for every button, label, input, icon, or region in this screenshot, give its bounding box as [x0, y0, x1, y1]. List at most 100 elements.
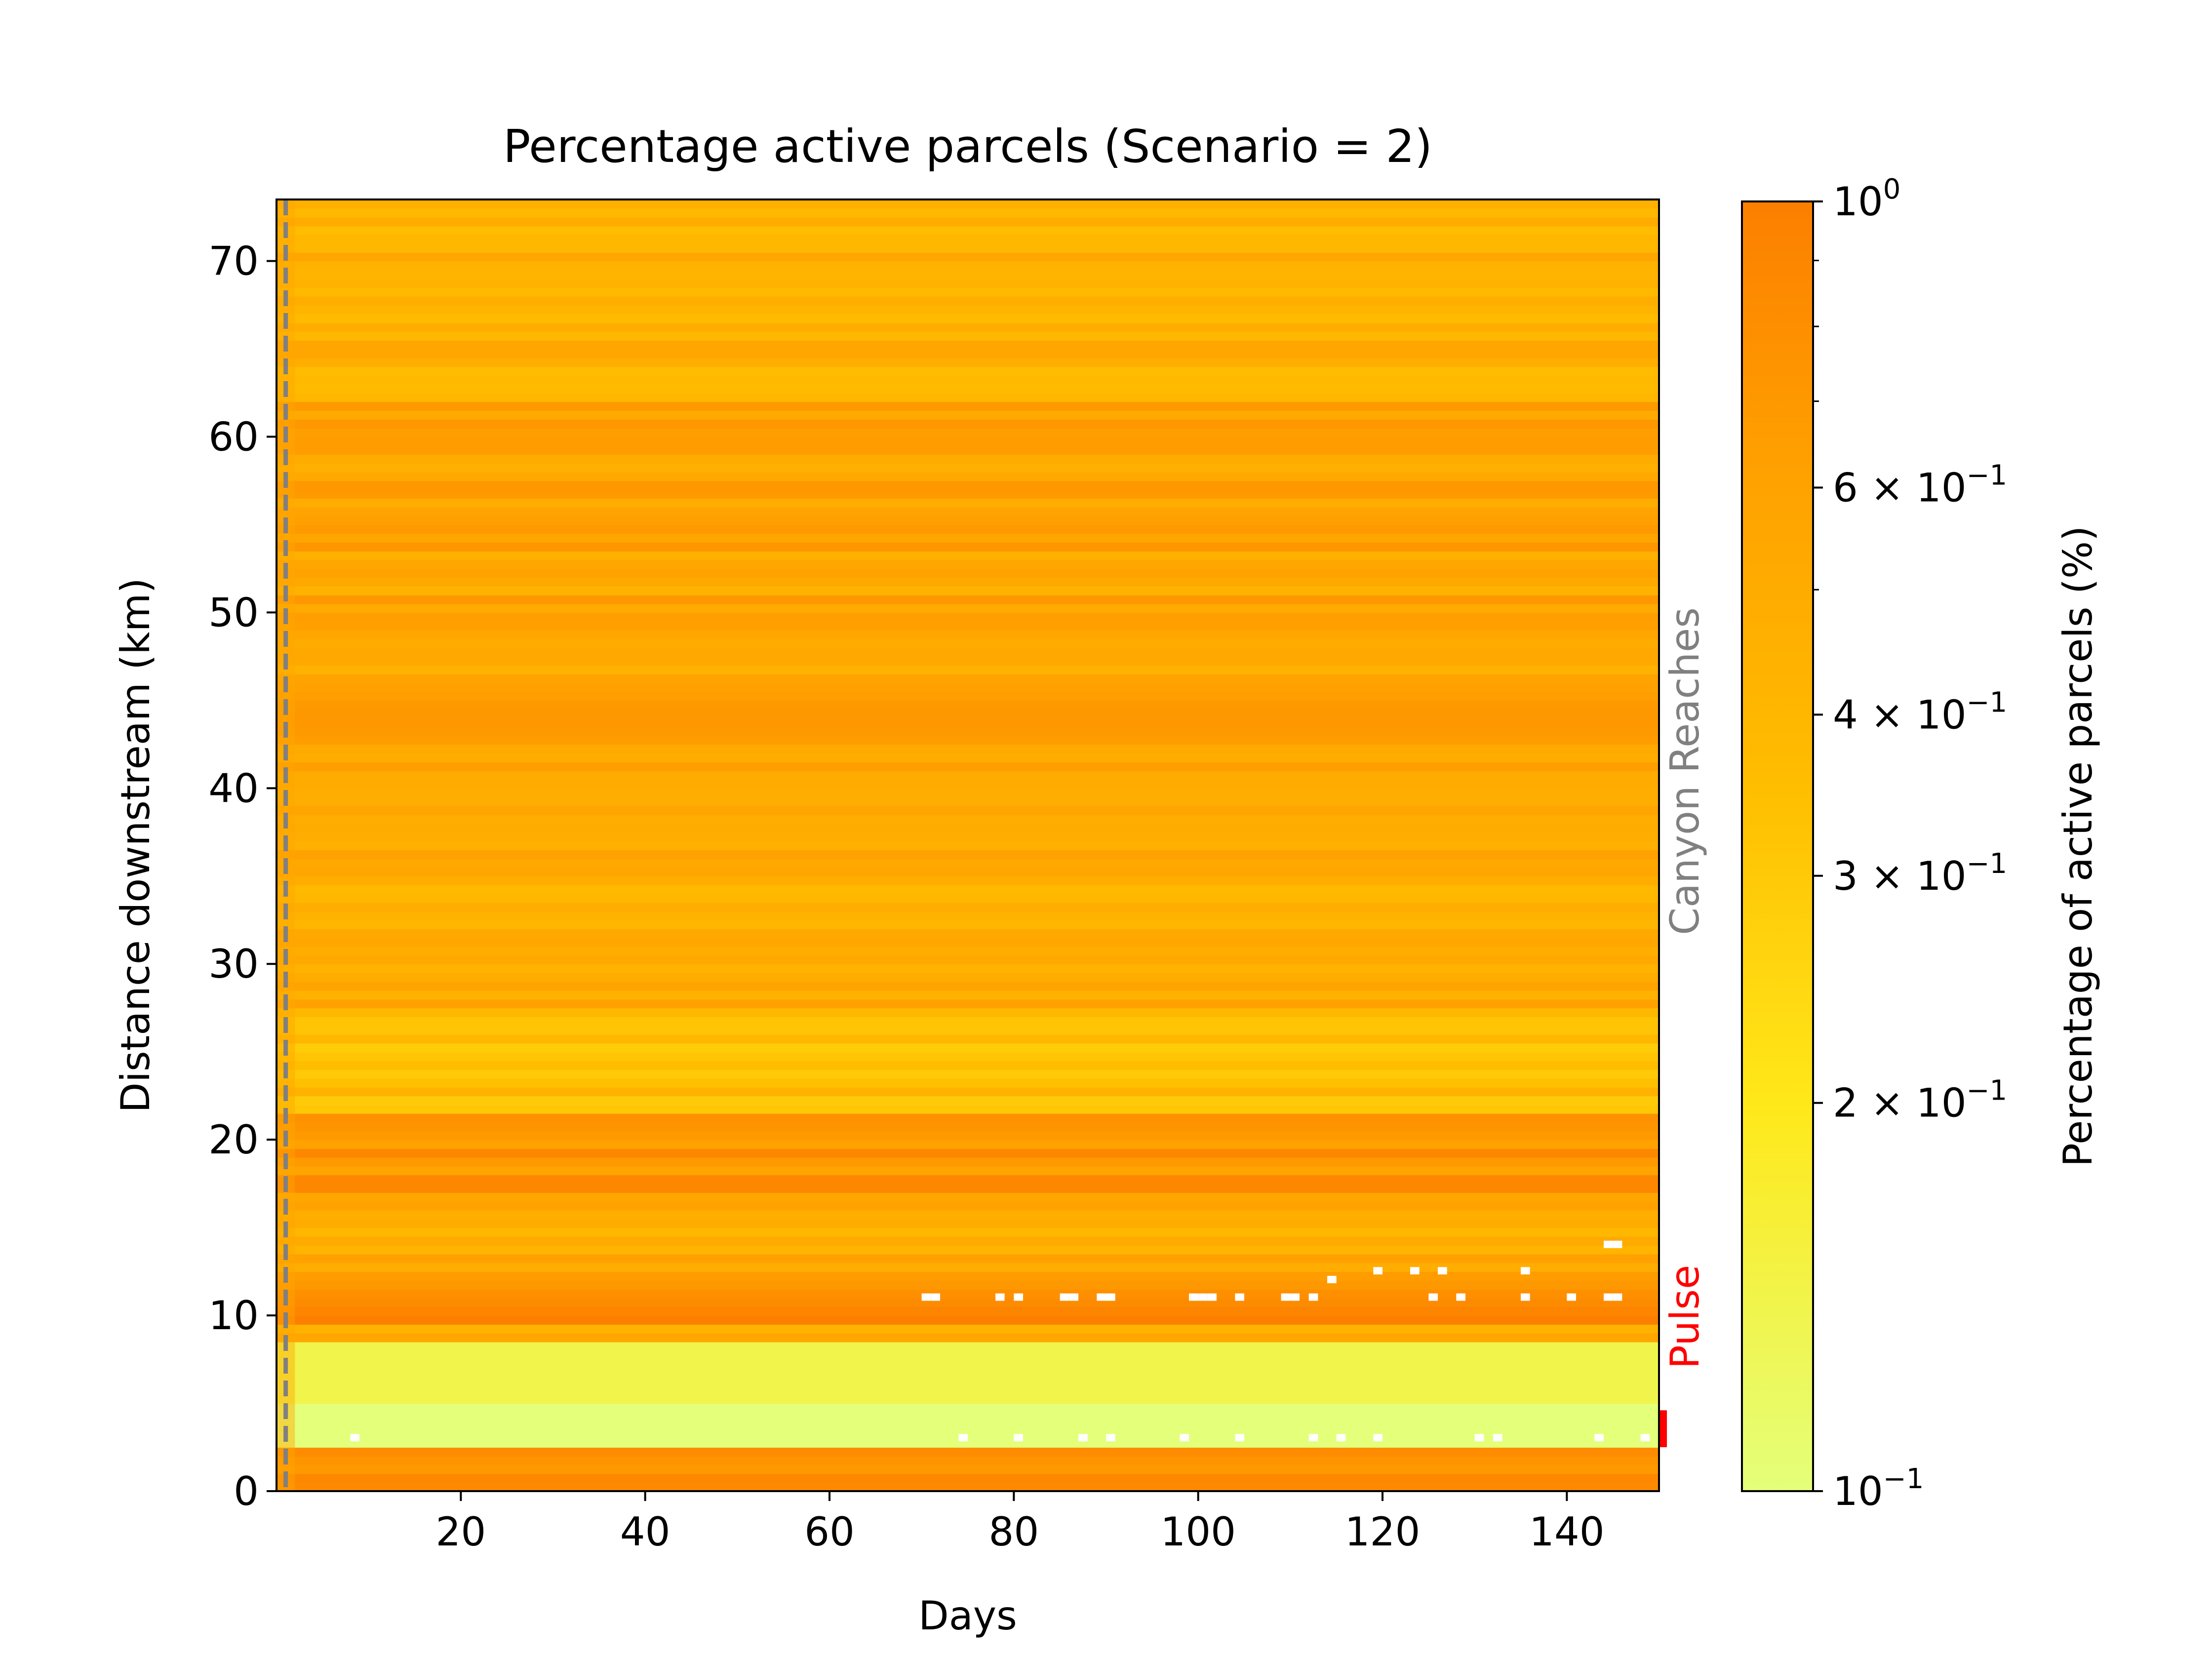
heatmap-row [276, 243, 1659, 253]
heatmap-missing-cell [1567, 1293, 1576, 1301]
annotation-canyon-reaches: Canyon Reaches [1662, 607, 1708, 935]
heatmap-row [276, 1412, 1659, 1422]
x-tick-label: 20 [435, 1509, 486, 1555]
heatmap-row [276, 603, 1659, 613]
heatmap-row [276, 287, 1659, 297]
heatmap-row [276, 849, 1659, 859]
heatmap-missing-cell [1097, 1293, 1106, 1301]
heatmap-row [276, 498, 1659, 508]
heatmap-row [276, 1280, 1659, 1290]
heatmap-row [276, 322, 1659, 332]
heatmap-row [276, 331, 1659, 341]
heatmap-row [276, 955, 1659, 965]
heatmap-row [276, 1315, 1659, 1325]
heatmap-row [276, 682, 1659, 692]
heatmap-row [276, 805, 1659, 815]
heatmap-missing-cell [1106, 1434, 1115, 1442]
heatmap-row [276, 709, 1659, 718]
heatmap-row [276, 1473, 1659, 1483]
heatmap-row [276, 946, 1659, 956]
heatmap-row [276, 893, 1659, 903]
heatmap-row [276, 349, 1659, 358]
heatmap-row [276, 1008, 1659, 1018]
heatmap-missing-cell [1521, 1293, 1530, 1301]
heatmap-row [276, 964, 1659, 974]
heatmap-row [276, 735, 1659, 745]
heatmap-row [276, 314, 1659, 323]
heatmap-row [276, 454, 1659, 464]
heatmap-row [276, 788, 1659, 798]
y-tick-label: 60 [208, 414, 259, 460]
heatmap-row [276, 1403, 1659, 1413]
heatmap-row [276, 1052, 1659, 1061]
heatmap-row [276, 1245, 1659, 1255]
x-tick-label: 140 [1529, 1509, 1605, 1555]
x-axis-label: Days [918, 1593, 1017, 1639]
x-tick-label: 120 [1345, 1509, 1421, 1555]
heatmap-row [276, 1324, 1659, 1334]
colorbar [1741, 200, 1814, 1492]
heatmap-row [276, 463, 1659, 473]
heatmap-row [276, 1464, 1659, 1474]
heatmap-row [276, 278, 1659, 288]
heatmap-missing-cell [1438, 1267, 1447, 1275]
y-tick-label: 20 [208, 1117, 259, 1163]
heatmap-row [276, 858, 1659, 868]
heatmap-missing-cell [995, 1293, 1005, 1301]
heatmap-row [276, 419, 1659, 429]
heatmap-cells [276, 199, 1659, 1491]
heatmap-row [276, 1377, 1659, 1386]
heatmap-missing-cell [1308, 1293, 1318, 1301]
heatmap-row [276, 656, 1659, 666]
heatmap-missing-cell [1290, 1293, 1300, 1301]
heatmap-missing-cell [1235, 1293, 1244, 1301]
heatmap-row [276, 1148, 1659, 1158]
colorbar-tick-label: 2 × 10−1 [1833, 1075, 2007, 1126]
heatmap-row [276, 1210, 1659, 1220]
heatmap-row [276, 1271, 1659, 1281]
heatmap-row [276, 612, 1659, 622]
heatmap-row [276, 902, 1659, 912]
heatmap-row [276, 1350, 1659, 1360]
heatmap-row [276, 1157, 1659, 1167]
heatmap-row [276, 551, 1659, 560]
heatmap-row [276, 568, 1659, 578]
heatmap-row [276, 270, 1659, 279]
heatmap-row [276, 524, 1659, 534]
heatmap-row [276, 1122, 1659, 1132]
heatmap-row [276, 779, 1659, 789]
heatmap-row [276, 717, 1659, 727]
heatmap-missing-cell [350, 1434, 359, 1442]
heatmap-row [276, 577, 1659, 587]
heatmap-missing-cell [1327, 1276, 1337, 1283]
heatmap-row [276, 208, 1659, 218]
heatmap-row [276, 489, 1659, 499]
heatmap-missing-cell [931, 1293, 940, 1301]
heatmap-row [276, 472, 1659, 481]
x-tick-label: 40 [620, 1509, 671, 1555]
heatmap-row [276, 1456, 1659, 1465]
heatmap-row [276, 1394, 1659, 1404]
heatmap-missing-cell [1410, 1267, 1420, 1275]
heatmap-row [276, 235, 1659, 244]
heatmap-row [276, 480, 1659, 490]
y-tick-label: 30 [208, 941, 259, 987]
heatmap-missing-cell [1336, 1434, 1346, 1442]
heatmap-row [276, 841, 1659, 850]
heatmap-row [276, 744, 1659, 754]
heatmap-row [276, 973, 1659, 982]
heatmap-row [276, 357, 1659, 367]
heatmap-row [276, 261, 1659, 271]
heatmap-row [276, 981, 1659, 991]
heatmap-missing-cell [1456, 1293, 1465, 1301]
heatmap-missing-cell [1106, 1293, 1115, 1301]
heatmap-row [276, 937, 1659, 947]
heatmap-row [276, 1447, 1659, 1457]
heatmap-row [276, 621, 1659, 631]
heatmap-row [276, 1201, 1659, 1211]
heatmap-row [276, 217, 1659, 227]
heatmap-row [276, 1087, 1659, 1097]
heatmap-row [276, 1192, 1659, 1202]
heatmap-missing-cell [958, 1434, 968, 1442]
heatmap-row [276, 647, 1659, 657]
